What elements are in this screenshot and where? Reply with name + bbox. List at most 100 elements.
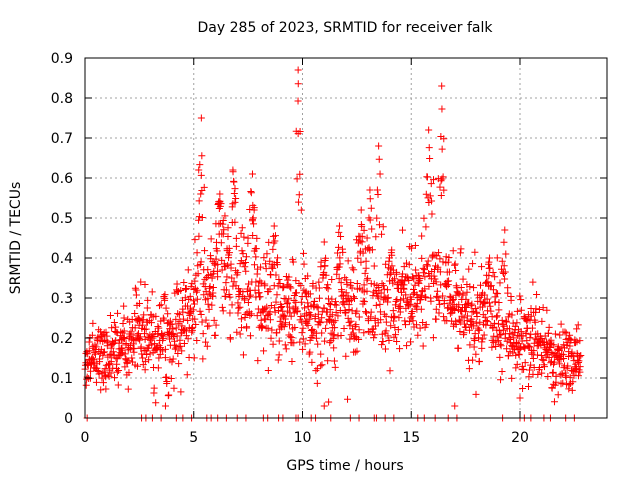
data-point [418,254,426,262]
data-point [230,178,238,186]
data-point [385,337,393,345]
data-point [232,242,240,250]
data-point [251,286,259,294]
data-point [328,295,336,303]
data-point [245,293,253,301]
data-point [392,297,400,305]
data-point [172,324,180,332]
data-point [314,340,322,348]
data-point [348,284,356,292]
data-point [212,255,220,263]
grid [85,58,607,418]
data-point [191,284,199,292]
data-point [210,259,218,267]
data-point [135,300,143,308]
data-point [390,275,398,283]
data-point [285,273,293,281]
data-point [235,304,243,312]
data-point [220,226,228,234]
data-point [470,343,478,351]
data-point [253,312,261,320]
data-point [521,359,529,367]
data-point [177,287,185,295]
data-point [256,277,264,285]
data-point [288,358,296,366]
data-point [455,316,463,324]
data-point [152,399,160,407]
data-point [237,229,245,237]
data-point [241,294,249,302]
data-point [388,246,396,254]
data-point [416,324,424,332]
data-point [219,217,227,225]
data-point [289,258,297,266]
data-point [552,378,560,386]
data-point [165,391,173,399]
data-point [405,276,413,284]
x-tick-label: 20 [511,430,529,446]
data-point [343,280,351,288]
data-point [301,289,309,297]
data-point [370,262,378,270]
data-point [352,321,360,329]
data-point [362,264,370,272]
data-point [438,145,446,153]
data-point [507,293,515,301]
data-point [262,265,270,273]
data-point [226,293,234,301]
data-point [244,234,252,242]
data-point [162,304,170,312]
data-point [217,239,225,247]
data-point [535,305,543,313]
data-point [104,339,112,347]
x-axis-title: GPS time / hours [286,458,403,474]
data-point [364,317,372,325]
data-point [510,334,518,342]
data-point [494,320,502,328]
data-point [294,80,302,88]
data-point [189,306,197,314]
data-point [415,276,423,284]
data-point [486,254,494,262]
data-point [249,232,257,240]
data-point [161,402,169,410]
data-point [263,303,271,311]
data-point [130,344,138,352]
data-point [328,311,336,319]
data-point [503,337,511,345]
data-point [547,349,555,357]
data-point [463,288,471,296]
data-point [341,308,349,316]
data-point [434,263,442,271]
data-point [85,347,93,355]
data-point [416,275,424,283]
data-point [373,186,381,194]
data-point [449,295,457,303]
y-tick-label: 0 [64,411,73,427]
data-point [527,312,535,320]
data-point [213,267,221,275]
data-point [533,290,541,298]
data-point [102,328,110,336]
data-point [87,367,95,375]
data-point [436,183,444,191]
data-point [179,315,187,323]
data-point [347,279,355,287]
data-point [476,318,484,326]
data-point [565,381,573,389]
data-point [486,302,494,310]
data-point [178,347,186,355]
data-point [465,365,473,373]
data-point [280,323,288,331]
data-point [331,363,339,371]
data-point [282,345,290,353]
data-point [119,320,127,328]
data-point [325,300,333,308]
data-point [420,214,428,222]
data-point [275,351,283,359]
data-point [547,336,555,344]
data-point [405,318,413,326]
data-point [239,351,247,359]
data-point [293,289,301,297]
data-point [335,275,343,283]
